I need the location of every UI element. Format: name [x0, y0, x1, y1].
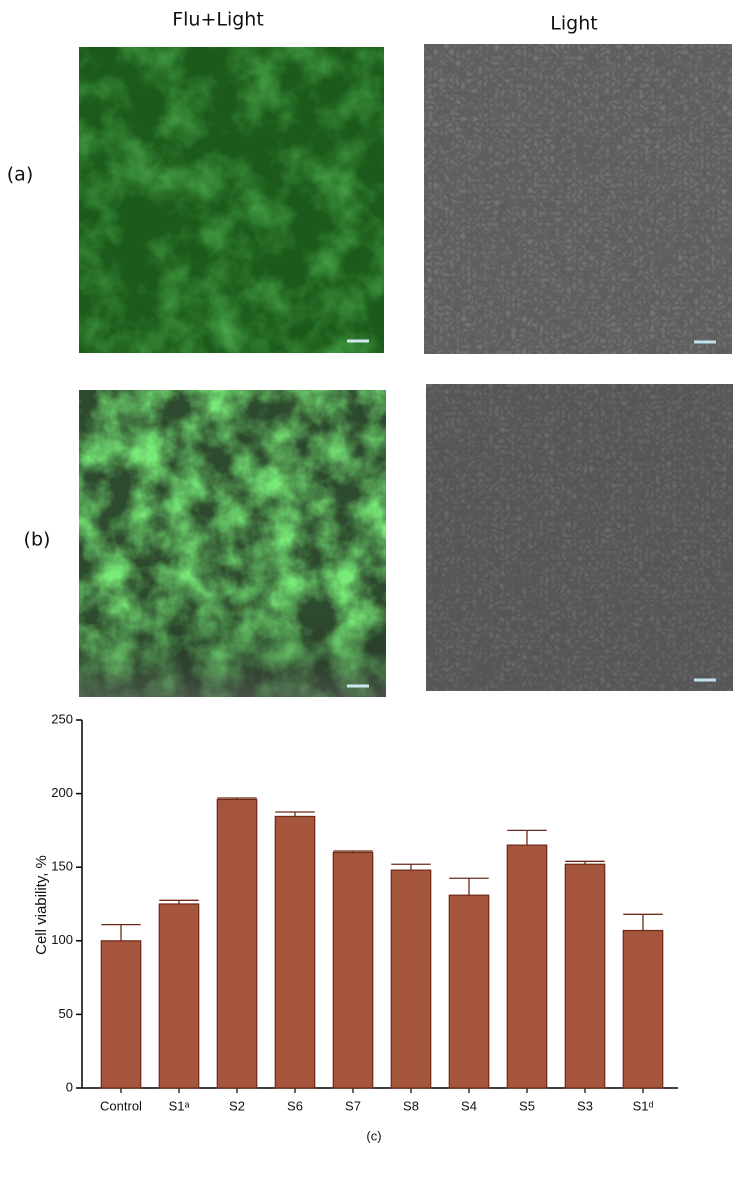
- image-a-flu: [79, 47, 384, 353]
- y-tick-label: 250: [51, 711, 73, 726]
- y-tick-label: 150: [51, 859, 73, 874]
- x-tick-label: S2: [229, 1098, 245, 1113]
- image-b-light: [426, 384, 733, 691]
- x-tick-label: S5: [519, 1098, 535, 1113]
- row-label: (a): [7, 164, 33, 186]
- y-tick-label: 200: [51, 785, 73, 800]
- x-tick-label: Control: [100, 1098, 142, 1113]
- x-tick-label: S8: [403, 1098, 419, 1113]
- bar: [332, 851, 374, 1089]
- bar: [506, 844, 548, 1089]
- bar: [100, 940, 142, 1089]
- bar: [564, 863, 606, 1089]
- bar: [216, 798, 258, 1089]
- x-tick-label: S1ᵃ: [169, 1098, 190, 1113]
- x-tick-label: S4: [461, 1098, 477, 1113]
- y-tick-label: 50: [59, 1006, 73, 1021]
- bar: [622, 929, 664, 1089]
- bar: [274, 815, 316, 1089]
- y-axis-label: Cell viability, %: [33, 855, 50, 955]
- column-title: Light: [550, 13, 597, 35]
- x-tick-label: S6: [287, 1098, 303, 1113]
- column-title: Flu+Light: [172, 9, 264, 31]
- y-tick-label: 100: [51, 932, 73, 947]
- bar: [158, 903, 200, 1089]
- bar: [448, 894, 490, 1089]
- image-b-flu: [79, 390, 386, 697]
- image-a-light: [424, 44, 732, 354]
- row-label: (b): [24, 529, 51, 551]
- x-tick-label: S7: [345, 1098, 361, 1113]
- y-tick-label: 0: [66, 1079, 73, 1094]
- chart-caption: (c): [366, 1128, 381, 1143]
- bar: [390, 869, 432, 1089]
- x-tick-label: S1ᵈ: [633, 1098, 654, 1113]
- x-tick-label: S3: [577, 1098, 593, 1113]
